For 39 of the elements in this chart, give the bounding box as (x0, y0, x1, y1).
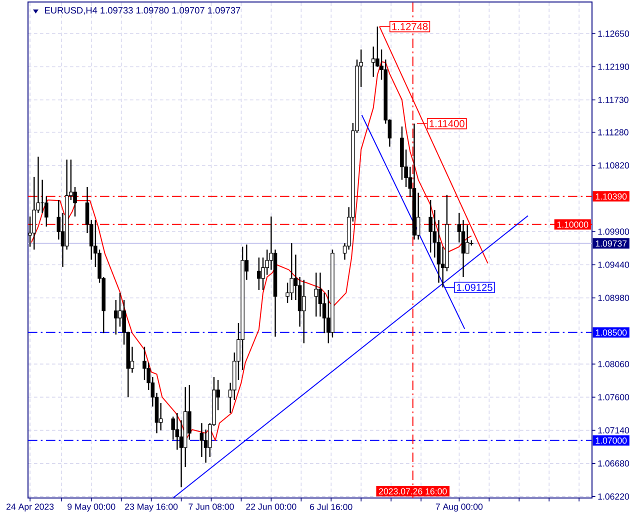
annotation: 1.09125 (456, 284, 492, 292)
y-tick-label: 1.06220 (598, 493, 630, 500)
ref-line-label: 1.10390 (596, 193, 627, 200)
candlestick (371, 46, 376, 78)
candlestick (416, 192, 420, 240)
y-tick-label: 1.06680 (598, 460, 630, 467)
ref-line-label: 1.08500 (596, 329, 627, 336)
candlestick (302, 279, 306, 344)
y-tick-label: 1.12650 (598, 30, 630, 37)
y-tick-label: 1.11280 (598, 129, 628, 136)
ref-line-label: 1.09737 (596, 240, 627, 247)
annotation: 1.11400 (430, 120, 464, 128)
y-tick-label: 1.09440 (598, 262, 630, 268)
candlestick (257, 256, 261, 291)
y-tick-label: 1.07600 (598, 394, 630, 400)
x-tick-label: 7 Jun 08:00 (188, 504, 234, 510)
ref-line-label: 1.07000 (596, 437, 627, 444)
x-tick-label: 7 Aug 00:00 (436, 504, 483, 512)
y-tick-label: 1.09900 (598, 228, 630, 235)
y-tick-label: 1.12190 (598, 64, 630, 70)
y-tick-label: 1.10820 (598, 162, 630, 169)
annotation: 1.12748 (392, 23, 428, 30)
ref-line-label: 2023.07.26 16:00 (379, 488, 447, 494)
x-tick-label: 22 Jun 00:00 (246, 504, 296, 510)
x-tick-label: 6 Jul 16:00 (310, 504, 352, 510)
y-tick-label: 1.11730 (598, 96, 628, 104)
x-tick-label: 9 May 00:00 (68, 504, 116, 512)
x-tick-label: 23 May 16:00 (125, 504, 178, 512)
y-tick-label: 1.08060 (598, 360, 630, 368)
x-tick-label: 24 Apr 2023 (6, 504, 54, 512)
candlestick (290, 242, 294, 301)
ref-line-label: 1.10000 (557, 221, 588, 228)
candlestick (114, 299, 118, 336)
y-tick-label: 1.08980 (598, 294, 630, 301)
candlestick (465, 224, 470, 254)
candlestick (314, 272, 318, 318)
candlestick (428, 199, 432, 254)
chart-title: EURUSD,H4 1.09733 1.09780 1.09707 1.09737 (45, 7, 240, 15)
y-tick-label: 1.07140 (598, 427, 630, 434)
